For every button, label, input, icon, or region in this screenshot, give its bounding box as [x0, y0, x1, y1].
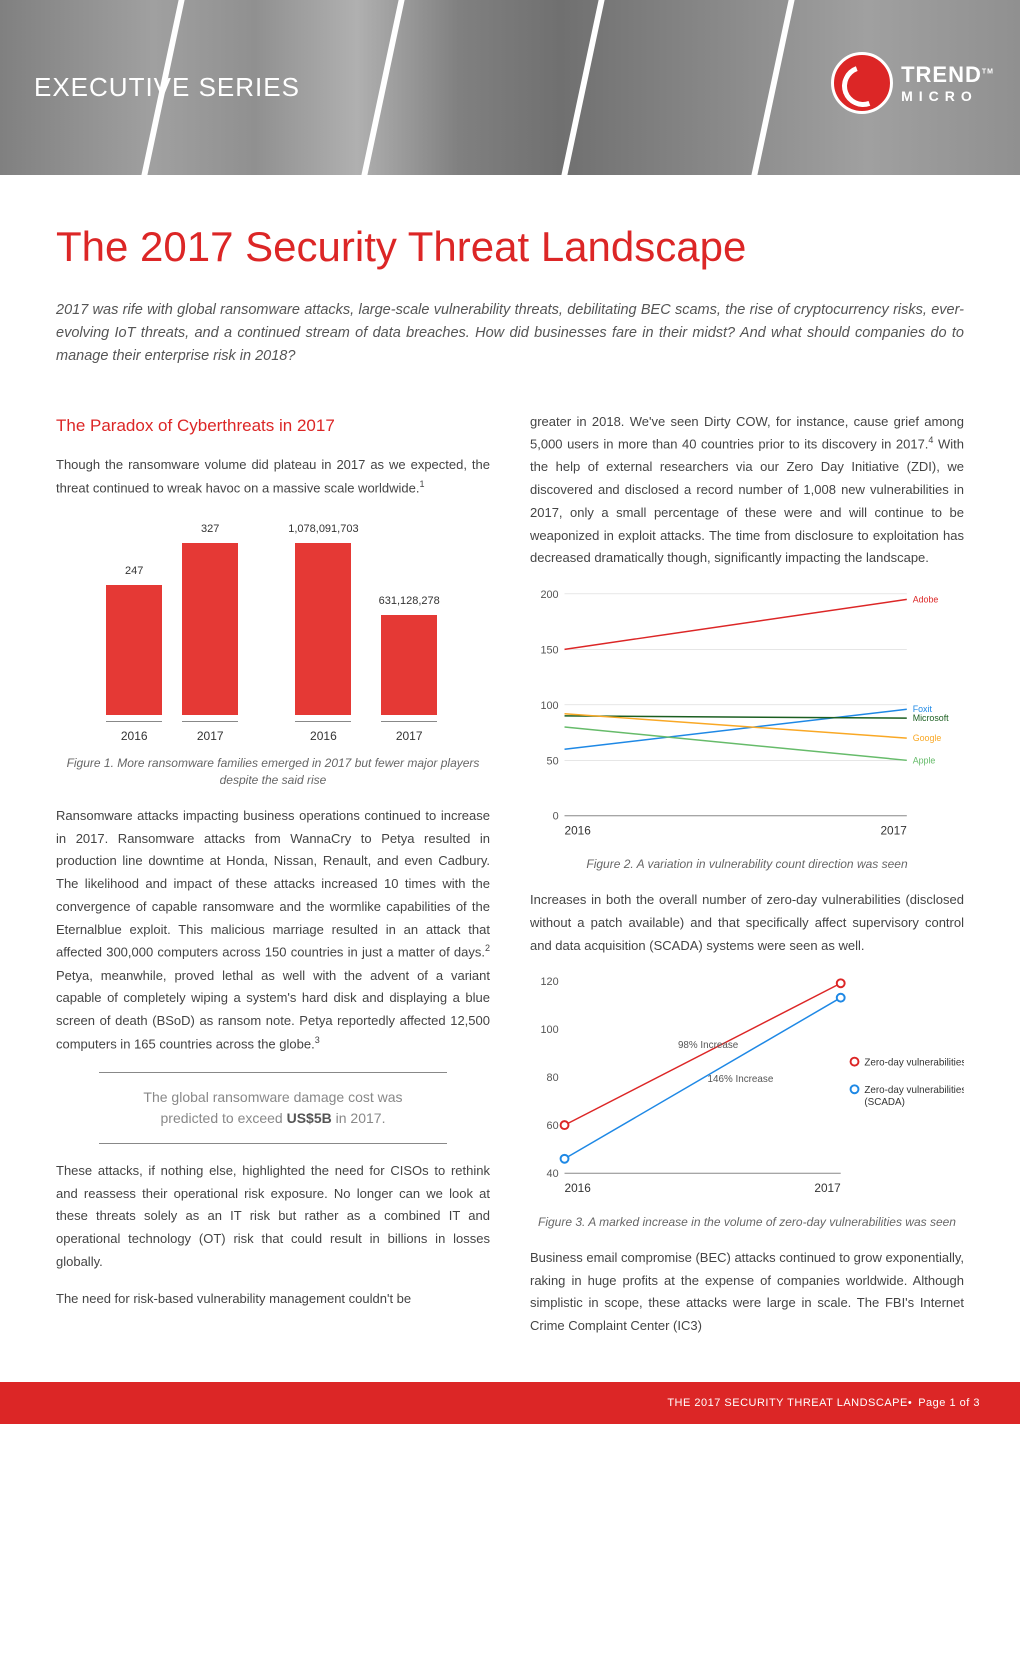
- svg-text:100: 100: [541, 1024, 559, 1036]
- bar-x-label: 2016: [295, 721, 351, 747]
- banner-divider: [751, 0, 794, 175]
- chart-bar: [182, 543, 238, 715]
- bar-x-label: 2016: [106, 721, 162, 747]
- svg-text:Microsoft: Microsoft: [913, 713, 949, 723]
- svg-text:Google: Google: [913, 733, 942, 743]
- banner-divider: [361, 0, 404, 175]
- bar-value-label: 327: [201, 520, 219, 539]
- svg-text:98% Increase: 98% Increase: [678, 1041, 739, 1052]
- svg-text:Adobe: Adobe: [913, 595, 939, 605]
- body-paragraph: Increases in both the overall number of …: [530, 889, 964, 957]
- footer-sep: •: [908, 1397, 912, 1409]
- svg-text:40: 40: [547, 1169, 559, 1181]
- svg-text:120: 120: [541, 976, 559, 988]
- figure-1-caption: Figure 1. More ransomware families emerg…: [56, 755, 490, 789]
- brand-sub: MICRO: [901, 88, 994, 104]
- body-paragraph: Though the ransomware volume did plateau…: [56, 454, 490, 500]
- page-footer: THE 2017 SECURITY THREAT LANDSCAPE • Pag…: [0, 1382, 1020, 1424]
- figure-3-line-chart: 40 60 80 100 120 2016 2017 Zero-day vulnerabili…: [530, 971, 964, 1198]
- series-label: EXECUTIVE SERIES: [34, 72, 300, 103]
- figure-3-caption: Figure 3. A marked increase in the volum…: [530, 1214, 964, 1231]
- brand-logo: TRENDTM MICRO: [831, 52, 994, 114]
- footer-page: Page 1 of 3: [918, 1397, 980, 1409]
- chart-bar: [295, 543, 351, 715]
- svg-text:2017: 2017: [814, 1181, 840, 1195]
- svg-text:146% Increase: 146% Increase: [708, 1074, 774, 1085]
- svg-text:Zero-day vulnerabilities: Zero-day vulnerabilities: [864, 1086, 964, 1097]
- figure-1-bar-chart: 247 2016 327 2017 1,078,091,703 2016 631,128,2…: [56, 520, 490, 747]
- bar-value-label: 631,128,278: [379, 592, 440, 611]
- svg-text:2016: 2016: [565, 824, 592, 838]
- page-title: The 2017 Security Threat Landscape: [56, 223, 964, 271]
- callout-box: The global ransomware damage cost was pr…: [99, 1072, 446, 1144]
- brand-name: TREND: [901, 62, 982, 87]
- column-left: The Paradox of Cyberthreats in 2017 Thou…: [56, 411, 490, 1352]
- chart-bar: [381, 615, 437, 715]
- banner-header: EXECUTIVE SERIES TRENDTM MICRO: [0, 0, 1020, 175]
- column-right: greater in 2018. We've seen Dirty COW, f…: [530, 411, 964, 1352]
- svg-text:200: 200: [541, 589, 559, 601]
- figure-2-line-chart: 05010015020020162017AdobeFoxitMicrosoftG…: [530, 584, 964, 840]
- section-heading: The Paradox of Cyberthreats in 2017: [56, 411, 490, 441]
- brand-logo-icon: [831, 52, 893, 114]
- figure-2-caption: Figure 2. A variation in vulnerability c…: [530, 856, 964, 873]
- footer-title: THE 2017 SECURITY THREAT LANDSCAPE: [667, 1397, 908, 1409]
- body-paragraph: Ransomware attacks impacting business op…: [56, 805, 490, 1056]
- svg-text:Zero-day vulnerabilities: Zero-day vulnerabilities: [864, 1058, 964, 1069]
- bar-value-label: 247: [125, 562, 143, 581]
- svg-text:2017: 2017: [880, 824, 906, 838]
- brand-tm: TM: [982, 69, 994, 76]
- chart-bar: [106, 585, 162, 715]
- svg-text:80: 80: [547, 1072, 559, 1084]
- body-paragraph: These attacks, if nothing else, highligh…: [56, 1160, 490, 1274]
- bar-x-label: 2017: [381, 721, 437, 747]
- svg-text:50: 50: [547, 755, 559, 767]
- svg-text:(SCADA): (SCADA): [864, 1097, 905, 1108]
- body-paragraph: greater in 2018. We've seen Dirty COW, f…: [530, 411, 964, 571]
- svg-text:60: 60: [547, 1120, 559, 1132]
- svg-text:0: 0: [553, 811, 559, 823]
- svg-text:Apple: Apple: [913, 755, 936, 765]
- bar-x-label: 2017: [182, 721, 238, 747]
- svg-text:150: 150: [541, 644, 559, 656]
- intro-paragraph: 2017 was rife with global ransomware att…: [56, 299, 964, 369]
- banner-divider: [561, 0, 604, 175]
- svg-text:100: 100: [541, 700, 559, 712]
- body-paragraph: Business email compromise (BEC) attacks …: [530, 1247, 964, 1338]
- svg-text:2016: 2016: [565, 1181, 592, 1195]
- bar-value-label: 1,078,091,703: [288, 520, 358, 539]
- body-paragraph: The need for risk-based vulnerability ma…: [56, 1288, 490, 1311]
